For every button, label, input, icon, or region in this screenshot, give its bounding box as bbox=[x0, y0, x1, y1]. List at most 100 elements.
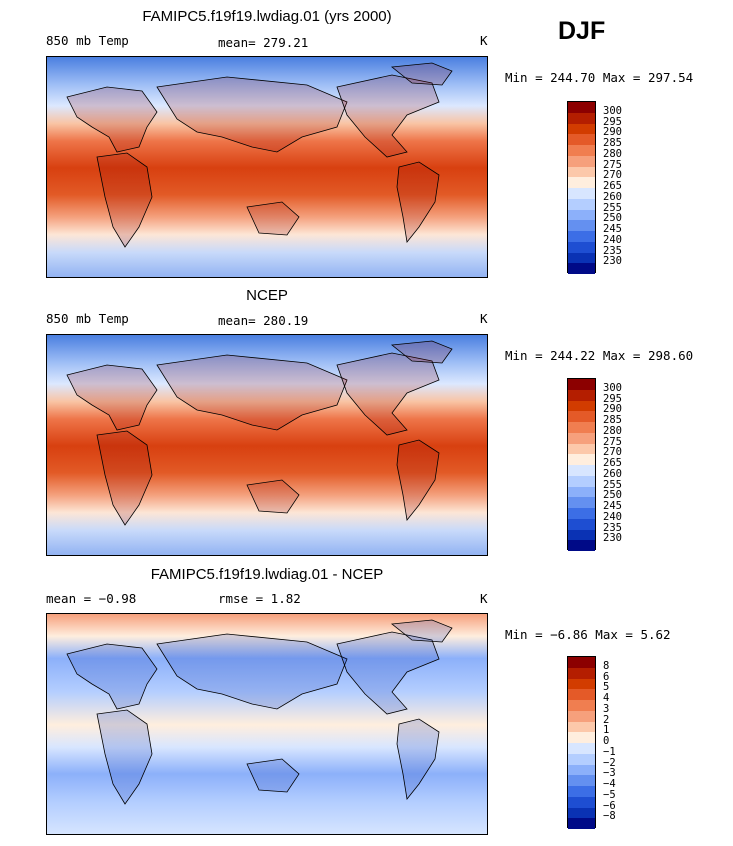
colorbar-swatch bbox=[568, 220, 595, 231]
colorbar-tick-label: 270 bbox=[603, 446, 622, 459]
colorbar-tick-label: −6 bbox=[603, 799, 616, 812]
panel-title: FAMIPC5.f19f19.lwdiag.01 (yrs 2000) bbox=[142, 8, 392, 25]
colorbar-swatch bbox=[568, 379, 595, 390]
units-label: K bbox=[480, 33, 488, 48]
colorbar-tick-label: 285 bbox=[603, 137, 622, 149]
colorbar-tick-label: 235 bbox=[603, 521, 622, 534]
colorbar-swatch bbox=[568, 209, 595, 221]
colorbar-tick-label: 6 bbox=[603, 670, 610, 683]
mean-label: mean= 280.19 bbox=[218, 313, 309, 328]
units-label: K bbox=[480, 311, 488, 326]
colorbar-swatch bbox=[568, 753, 595, 765]
minmax-label: Min = 244.70 Max = 297.54 bbox=[505, 70, 694, 85]
map-model bbox=[46, 56, 488, 278]
colorbar-tick-label: 265 bbox=[603, 457, 622, 469]
colorbar-swatch bbox=[568, 818, 595, 829]
colorbar-tick-label: 275 bbox=[603, 435, 622, 448]
colorbar-swatch bbox=[568, 177, 595, 188]
colorbar-tick-label: 270 bbox=[603, 169, 622, 182]
colorbar-swatch bbox=[568, 198, 595, 210]
colorbar-swatch bbox=[568, 508, 595, 519]
colorbar-swatch bbox=[568, 689, 595, 700]
colorbar-swatch bbox=[568, 231, 595, 242]
colorbar-swatch bbox=[568, 786, 595, 797]
colorbar-tick-label: 0 bbox=[603, 735, 610, 747]
colorbar-swatch bbox=[568, 188, 595, 199]
colorbar-tick-label: 265 bbox=[603, 180, 622, 192]
colorbar-tick-label: 260 bbox=[603, 467, 622, 480]
colorbar-swatch bbox=[568, 721, 595, 733]
colorbar-tick-label: 240 bbox=[603, 233, 622, 246]
colorbar-swatch bbox=[568, 454, 595, 465]
minmax-label: Min = 244.22 Max = 298.60 bbox=[505, 348, 694, 363]
colorbar-tick-label: 300 bbox=[603, 104, 622, 117]
colorbar-tick-label: 280 bbox=[603, 424, 622, 437]
colorbar bbox=[567, 656, 596, 829]
colorbar-tick-label: 250 bbox=[603, 212, 622, 225]
colorbar-swatch bbox=[568, 743, 595, 754]
colorbar-tick-label: 3 bbox=[603, 702, 610, 715]
colorbar-swatch bbox=[568, 134, 595, 145]
colorbar-swatch bbox=[568, 764, 595, 776]
colorbar-swatch bbox=[568, 400, 595, 412]
colorbar-swatch bbox=[568, 166, 595, 178]
colorbar-tick-label: 290 bbox=[603, 403, 622, 416]
colorbar-swatch bbox=[568, 145, 595, 156]
rmse-label: rmse = 1.82 bbox=[218, 591, 301, 606]
colorbar-tick-label: 2 bbox=[603, 713, 610, 726]
colorbar bbox=[567, 378, 596, 551]
colorbar-tick-label: 1 bbox=[603, 724, 610, 737]
map-obs bbox=[46, 334, 488, 556]
colorbar bbox=[567, 101, 596, 274]
colorbar-swatch bbox=[568, 241, 595, 253]
colorbar-swatch bbox=[568, 518, 595, 530]
colorbar-swatch bbox=[568, 678, 595, 690]
colorbar-swatch bbox=[568, 657, 595, 668]
variable-label: 850 mb Temp bbox=[46, 311, 129, 326]
colorbar-tick-label: 295 bbox=[603, 115, 622, 128]
colorbar-swatch bbox=[568, 422, 595, 433]
colorbar-tick-label: 275 bbox=[603, 158, 622, 171]
colorbar-tick-label: −2 bbox=[603, 756, 616, 769]
colorbar-swatch bbox=[568, 443, 595, 455]
colorbar-swatch bbox=[568, 497, 595, 508]
units-label: K bbox=[480, 591, 488, 606]
colorbar-swatch bbox=[568, 411, 595, 422]
mean-label: mean = −0.98 bbox=[46, 591, 137, 606]
colorbar-tick-label: 260 bbox=[603, 190, 622, 203]
colorbar-tick-label: 300 bbox=[603, 381, 622, 394]
colorbar-swatch bbox=[568, 540, 595, 551]
panel-title: NCEP bbox=[246, 287, 288, 304]
colorbar-tick-label: 230 bbox=[603, 532, 622, 545]
colorbar-tick-label: 245 bbox=[603, 223, 622, 235]
colorbar-swatch bbox=[568, 486, 595, 498]
colorbar-swatch bbox=[568, 252, 595, 264]
colorbar-swatch bbox=[568, 155, 595, 167]
colorbar-tick-label: −4 bbox=[603, 778, 616, 790]
colorbar-swatch bbox=[568, 775, 595, 786]
colorbar-swatch bbox=[568, 732, 595, 743]
colorbar-swatch bbox=[568, 432, 595, 444]
colorbar-swatch bbox=[568, 112, 595, 124]
colorbar-tick-label: 290 bbox=[603, 126, 622, 139]
colorbar-tick-label: 235 bbox=[603, 244, 622, 257]
colorbar-swatch bbox=[568, 475, 595, 487]
mean-label: mean= 279.21 bbox=[218, 35, 309, 50]
season-label: DJF bbox=[558, 17, 606, 45]
colorbar-tick-label: 245 bbox=[603, 500, 622, 512]
colorbar-tick-label: 8 bbox=[603, 659, 610, 672]
colorbar-tick-label: −8 bbox=[603, 810, 616, 823]
colorbar-tick-label: 285 bbox=[603, 414, 622, 426]
colorbar-swatch bbox=[568, 710, 595, 722]
colorbar-swatch bbox=[568, 529, 595, 541]
colorbar-swatch bbox=[568, 123, 595, 135]
colorbar-swatch bbox=[568, 263, 595, 274]
colorbar-tick-label: −3 bbox=[603, 767, 616, 780]
panel-title: FAMIPC5.f19f19.lwdiag.01 - NCEP bbox=[150, 566, 384, 583]
colorbar-tick-label: 240 bbox=[603, 510, 622, 523]
colorbar-tick-label: 280 bbox=[603, 147, 622, 160]
minmax-label: Min = −6.86 Max = 5.62 bbox=[505, 627, 671, 642]
colorbar-tick-label: 230 bbox=[603, 255, 622, 268]
colorbar-swatch bbox=[568, 807, 595, 819]
colorbar-tick-label: 250 bbox=[603, 489, 622, 502]
